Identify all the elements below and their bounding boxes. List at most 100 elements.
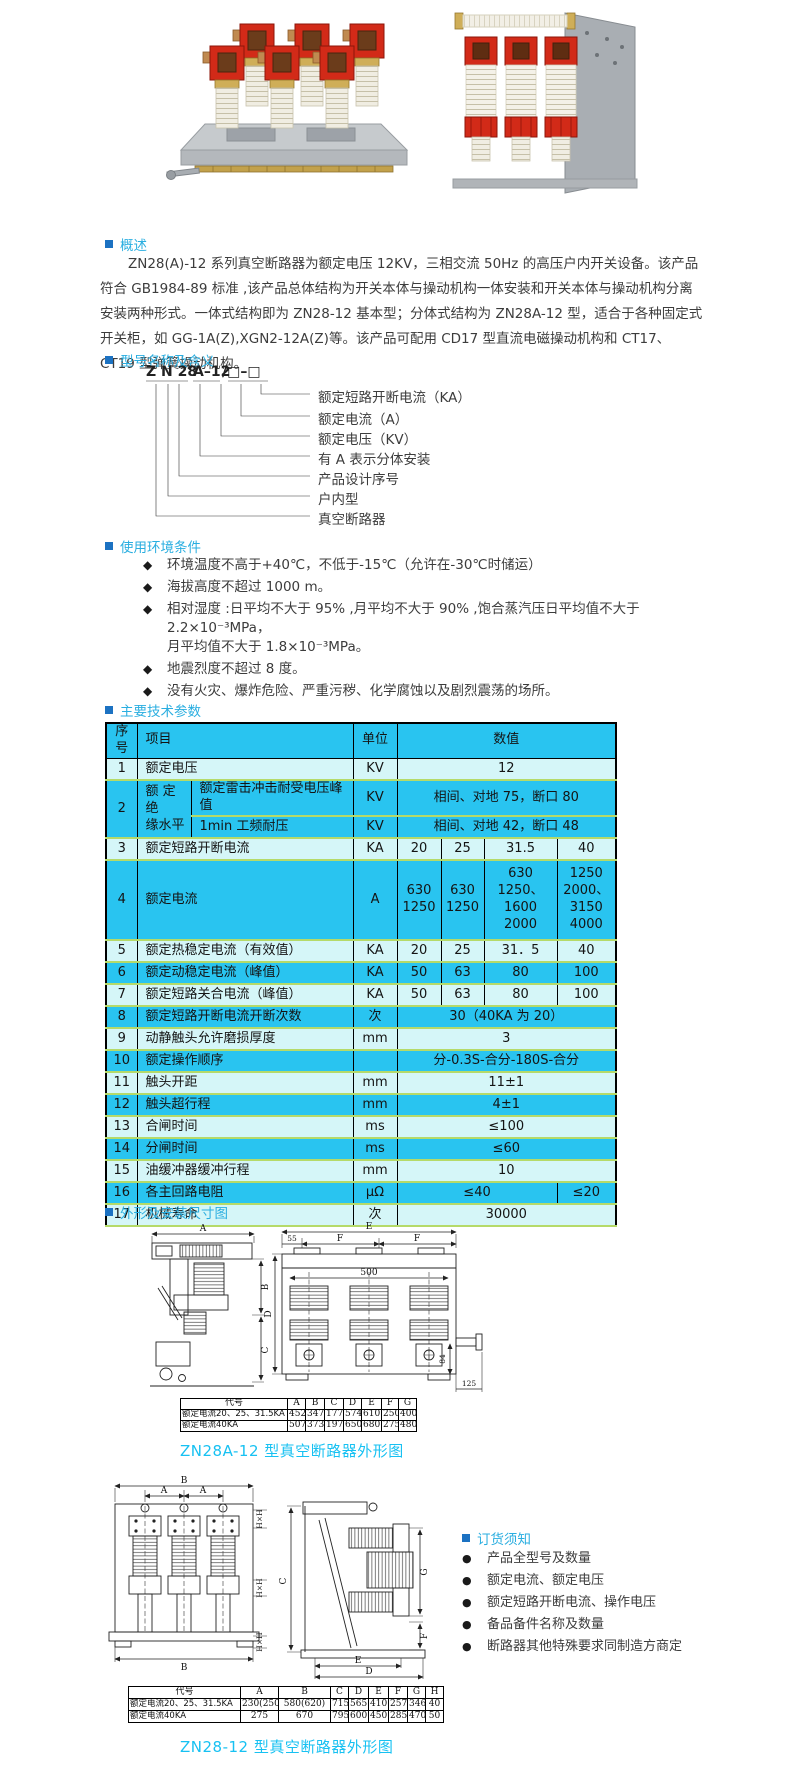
spec-cell: 40 [556, 940, 617, 964]
spec-cell: 11±1 [396, 1072, 617, 1096]
bullet-icon: ◆ [143, 558, 153, 572]
spec-cell: 30000 [396, 1204, 617, 1228]
spec-cell: 6 [105, 962, 137, 986]
spec-cell: mm [352, 1072, 398, 1096]
spec-cell: 数值 [396, 723, 617, 759]
square-bullet-icon [105, 240, 113, 248]
spec-cell: 额定短路开断电流开断次数 [136, 1006, 354, 1030]
model-label: 有 A 表示分体安装 [318, 452, 430, 468]
product-photo-breaker-cabinet [452, 12, 638, 194]
spec-cell: 5 [105, 940, 137, 964]
dim-cell: 580(620) [278, 1698, 331, 1711]
environment-list: ◆ 环境温度不高于+40℃，不低于-15℃（允许在-30℃时储运） ◆ 海拔高度不超过… [143, 556, 703, 704]
section-title-overview: 概述 [105, 234, 147, 254]
spec-cell: 分闸时间 [136, 1138, 354, 1162]
dim-cell: 346 [407, 1698, 426, 1711]
dim-cell: 795 [330, 1710, 349, 1723]
bullet-icon: ◆ [143, 580, 153, 594]
spec-cell: 1min 工频耐压 [190, 816, 354, 840]
spec-cell: 80 [483, 984, 558, 1008]
model-label: 产品设计序号 [318, 472, 399, 488]
spec-cell: 相间、对地 75，断口 80 [396, 780, 617, 818]
spec-cell: 63 [440, 984, 485, 1008]
list-item: ● 备品备件名称及数量 [462, 1617, 712, 1632]
spec-row: 9 动静触头允许磨损厚度 mm 3 [105, 1028, 617, 1052]
dim-cell: 450 [368, 1710, 389, 1723]
spec-cell: 630 1250 [396, 860, 442, 942]
spec-cell: 合闸时间 [136, 1116, 354, 1140]
spec-cell: 630 1250 [440, 860, 485, 942]
dim-cell: 507 [287, 1419, 306, 1432]
list-item: ◆ 环境温度不高于+40℃，不低于-15℃（允许在-30℃时储运） [143, 556, 703, 575]
dim-row: 额定电流40KA 275 670 795 600 450 285 470 50 [128, 1710, 444, 1723]
dim-cell: D [343, 1398, 362, 1410]
list-item-text: 产品全型号及数量 [487, 1551, 592, 1566]
dim-cell: F [381, 1398, 399, 1410]
dim-cell: 470 [407, 1710, 426, 1723]
square-bullet-icon [105, 706, 113, 714]
spec-cell: 25 [440, 940, 485, 964]
ordering-list: ● 产品全型号及数量 ● 额定电流、额定电压 ● 额定短路开断电流、操作电压 ● 备品备件名称… [462, 1551, 712, 1661]
spec-cell: 9 [105, 1028, 137, 1052]
spec-cell: 4 [105, 860, 137, 942]
dim-cell: 177 [324, 1408, 344, 1421]
spec-cell: 额定电压 [136, 758, 354, 782]
spec-cell: 触头开距 [136, 1072, 354, 1096]
spec-cell: 油缓冲器缓冲行程 [136, 1160, 354, 1184]
spec-cell: 1250 2000、 3150 4000 [556, 860, 617, 942]
bullet-icon: ◆ [143, 684, 153, 698]
list-item-text: 额定电流、额定电压 [487, 1573, 605, 1588]
spec-cell: KV [352, 780, 398, 818]
spec-row: 5 额定热稳定电流（有效值） KA 20 25 31．5 40 [105, 940, 617, 964]
spec-cell: 30（40KA 为 20） [396, 1006, 617, 1030]
dim-label: B [261, 1283, 271, 1290]
spec-cell: 11 [105, 1072, 137, 1096]
dim-cell: 565 [348, 1698, 369, 1711]
list-item-text: 相对湿度 :日平均不大于 95% ,月平均不大于 90% ,饱合蒸汽压日平均值不… [167, 601, 640, 655]
section-title-text: 概述 [120, 238, 147, 254]
spec-cell: 额定动稳定电流（峰值） [136, 962, 354, 986]
spec-cell: mm [352, 1028, 398, 1052]
dim-cell: 275 [381, 1419, 399, 1432]
list-item: ● 额定短路开断电流、操作电压 [462, 1595, 712, 1610]
spec-row: 6 额定动稳定电流（峰值） KA 50 63 80 100 [105, 962, 617, 986]
drawing-caption-zn28-12: ZN28-12 型真空断路器外形图 [180, 1738, 394, 1756]
section-title-text: 外形及安装尺寸图 [120, 1206, 228, 1222]
dim-cell: C [324, 1398, 344, 1410]
spec-cell: 630 1250、1600 2000 [483, 860, 558, 942]
spec-cell: 单位 [352, 723, 398, 759]
spec-cell: 2 [105, 780, 137, 840]
dim-cell: B [305, 1398, 325, 1410]
dim-cell: 代号 [180, 1398, 288, 1410]
dim-label: B [181, 1476, 188, 1486]
spec-cell: KV [352, 816, 398, 840]
spec-cell: KA [352, 838, 398, 862]
pole-columns [289, 1272, 449, 1372]
spec-cell: 12 [396, 758, 617, 782]
spec-row: 7 额定短路关合电流（峰值） KA 50 63 80 100 [105, 984, 617, 1008]
list-item-text: 海拔高度不超过 1000 m。 [167, 579, 332, 595]
dim-label: D [264, 1310, 274, 1317]
spec-cell: 50 [396, 962, 442, 986]
spec-row: 1 额定电压 KV 12 [105, 758, 617, 782]
dim-label: B [181, 1663, 188, 1673]
spec-cell: 40 [556, 838, 617, 862]
dim-cell: 285 [388, 1710, 408, 1723]
spec-cell: KA [352, 962, 398, 986]
spec-cell: μΩ [352, 1182, 398, 1206]
model-code-segment: Z N 28 [146, 364, 197, 380]
dim-cell: A [240, 1686, 279, 1699]
dim-label: H×H [255, 1509, 264, 1529]
spec-cell: 10 [105, 1050, 137, 1074]
spec-cell: 机械寿命 [136, 1204, 354, 1228]
spec-cell: 50 [396, 984, 442, 1008]
spec-cell: 动静触头允许磨损厚度 [136, 1028, 354, 1052]
outline-drawing-zn28a: A B C E 55 F F 500 [150, 1222, 483, 1392]
model-label: 户内型 [318, 491, 359, 508]
list-item: ◆ 海拔高度不超过 1000 m。 [143, 578, 703, 597]
dim-label: F [337, 1234, 343, 1244]
dim-cell: 额定电流20、25、31.5KA [180, 1408, 288, 1421]
dim-cell: 40 [425, 1698, 444, 1711]
spec-cell: 20 [396, 838, 442, 862]
